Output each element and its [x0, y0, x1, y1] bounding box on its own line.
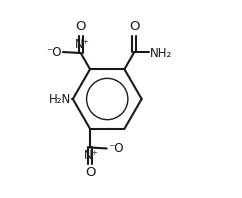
Text: O: O	[129, 20, 140, 33]
Text: N⁺: N⁺	[83, 149, 98, 162]
Text: H₂N: H₂N	[49, 92, 71, 106]
Text: NH₂: NH₂	[149, 47, 172, 60]
Text: ⁻O: ⁻O	[108, 142, 124, 155]
Text: N⁺: N⁺	[75, 38, 90, 51]
Text: O: O	[85, 166, 95, 179]
Text: O: O	[76, 20, 86, 33]
Text: ⁻O: ⁻O	[46, 46, 61, 59]
